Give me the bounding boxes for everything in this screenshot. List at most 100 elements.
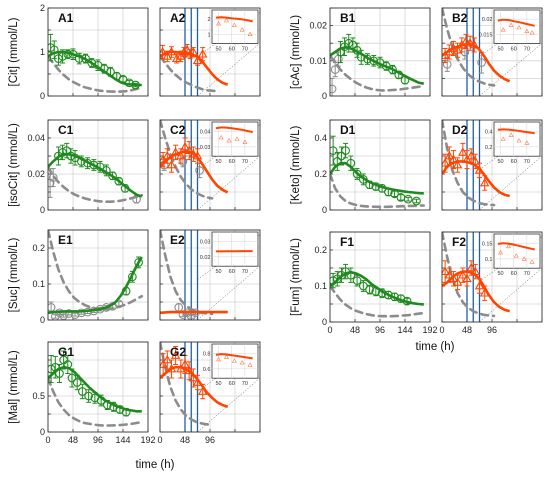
inset-x-tick-label: 50 <box>216 269 222 275</box>
inset-x-tick-label: 70 <box>524 271 530 277</box>
panel-label: A2 <box>170 11 186 25</box>
inset-frame <box>212 232 258 266</box>
y-tick-label: 0 <box>40 315 45 325</box>
inset-x-tick-label: 70 <box>524 159 530 165</box>
y-axis-label: [cAc] (mmol/L) <box>290 15 302 89</box>
inset-x-tick-label: 60 <box>511 46 517 52</box>
inset-x-tick-label: 60 <box>229 46 235 52</box>
inset-y-tick-label: 0.8 <box>203 351 211 357</box>
x-tick-label: 48 <box>350 325 360 335</box>
x-tick-label: 48 <box>68 435 78 445</box>
y-axis-label: [Cit] (mmol/L) <box>8 17 20 86</box>
panel-label: G2 <box>170 345 186 359</box>
y-tick-label: 0.2 <box>32 243 45 253</box>
y-tick-label: 0.02 <box>27 169 45 179</box>
y-axis-label: [Mal] (mmol/L) <box>8 350 20 424</box>
panel-d1: 00.20.4D1[Keto] (mmol/L) <box>290 120 430 215</box>
x-tick-label: 192 <box>422 325 437 335</box>
x-tick-label: 0 <box>439 325 444 335</box>
panel-g1: 0 48 96 144 192 0 0.5 G1 [Mal] (mmol/L) <box>8 342 156 445</box>
inset-frame <box>494 10 540 43</box>
x-tick-label: 48 <box>180 435 190 445</box>
panel-e2: 50 60 70 0.02 0.03 E2 <box>160 230 260 320</box>
inset-y-tick-label: 2 <box>207 17 210 23</box>
y-axis-label: [isoCit] (mmol/L) <box>8 123 20 207</box>
x-tick-label: 144 <box>115 435 130 445</box>
inset-x-tick-label: 60 <box>511 271 517 277</box>
inset-x-tick-label: 70 <box>242 269 248 275</box>
inset-y-tick-label: 0.03 <box>200 145 211 151</box>
inset-y-tick-label: 0.1 <box>485 257 493 263</box>
y-axis-label: [Fum] (mmol/L) <box>290 238 302 316</box>
inset-x-tick-label: 50 <box>216 46 222 52</box>
x-tick-label: 0 <box>45 435 50 445</box>
y-tick-label: 0 <box>40 205 45 215</box>
panel-label: F2 <box>452 235 466 249</box>
x-tick-label: 96 <box>375 325 385 335</box>
panel-label: E2 <box>170 233 185 247</box>
y-tick-label: 0.5 <box>32 391 45 401</box>
x-tick-label: 96 <box>205 435 215 445</box>
panel-label: B2 <box>452 11 468 25</box>
inset-x-tick-label: 60 <box>511 159 517 165</box>
panel-label: D2 <box>452 123 468 137</box>
inset-x-tick-label: 60 <box>229 159 235 165</box>
y-tick-label: 0 <box>322 91 327 101</box>
inset-y-tick-label: 0.04 <box>200 129 211 135</box>
y-tick-label: 0.4 <box>314 133 327 143</box>
y-tick-label: 0 <box>322 317 327 327</box>
inset-x-tick-label: 70 <box>524 46 530 52</box>
inset-y-tick-label: 0.15 <box>482 241 493 247</box>
inset-x-tick-label: 50 <box>498 159 504 165</box>
panel-label: E1 <box>58 233 73 247</box>
panel-label: B1 <box>340 11 356 25</box>
y-axis-label: [Suc] (mmol/L) <box>8 237 20 312</box>
x-tick-label: 144 <box>397 325 412 335</box>
x-tick-label: 96 <box>93 435 103 445</box>
inset-x-tick-label: 50 <box>498 46 504 52</box>
panel-b1: 0 0.01 0.02 B1 [cAc] (mmol/L) <box>290 8 430 101</box>
x-tick-label: 192 <box>140 435 155 445</box>
panel-label: G1 <box>58 345 74 359</box>
y-tick-label: 0.2 <box>314 245 327 255</box>
y-tick-label: 0 <box>40 91 45 101</box>
inset-x-tick-label: 70 <box>242 46 248 52</box>
y-tick-label: 0.02 <box>309 21 327 31</box>
x-tick-label: 96 <box>487 325 497 335</box>
y-tick-label: 0 <box>40 427 45 437</box>
panel-label: C2 <box>170 123 186 137</box>
panel-e1: 0 0.1 0.2 E1 [Suc] (mmol/L) <box>8 230 148 325</box>
inset-x-tick-label: 50 <box>498 271 504 277</box>
inset-frame <box>494 122 540 156</box>
x-axis-label-f: time (h) <box>416 341 455 353</box>
panel-label: A1 <box>58 11 74 25</box>
y-tick-label: 2 <box>40 3 45 13</box>
y-tick-label: 0.04 <box>27 133 45 143</box>
inset-y-tick-label: 0.02 <box>200 255 211 261</box>
inset-x-tick-label: 60 <box>229 269 235 275</box>
y-tick-label: 0.1 <box>314 281 327 291</box>
panel-label: D1 <box>340 123 356 137</box>
inset-x-tick-label: 70 <box>242 381 248 387</box>
inset-x-tick-label: 50 <box>216 159 222 165</box>
model-line <box>160 312 228 313</box>
y-tick-label: 0.01 <box>309 56 327 66</box>
inset-y-tick-label: 0.03 <box>200 239 211 245</box>
inset-x-tick-label: 50 <box>216 381 222 387</box>
x-axis-label-g: time (h) <box>136 459 175 471</box>
inset-y-tick-label: 0.02 <box>482 17 493 23</box>
y-tick-label: 0.1 <box>32 279 45 289</box>
y-tick-label: 0 <box>322 205 327 215</box>
inset-y-tick-label: 0.2 <box>485 145 493 151</box>
